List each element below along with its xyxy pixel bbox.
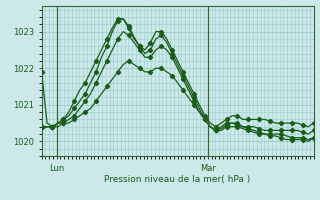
X-axis label: Pression niveau de la mer( hPa ): Pression niveau de la mer( hPa )	[104, 175, 251, 184]
